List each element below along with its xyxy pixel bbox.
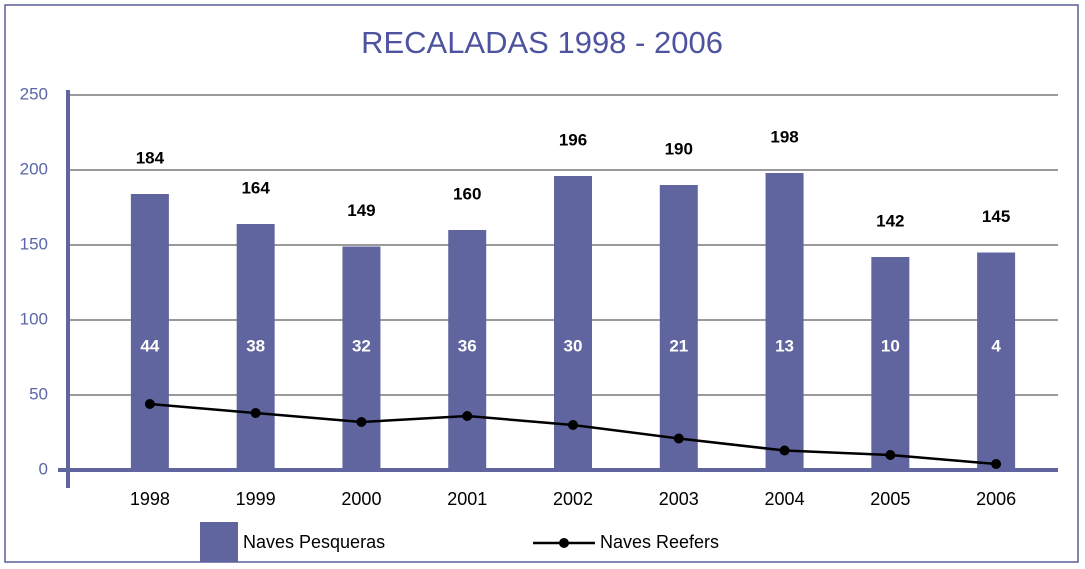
line-point: [885, 450, 896, 460]
line-point: [144, 399, 155, 409]
line-value-label: 30: [564, 336, 583, 355]
bar: [448, 230, 487, 470]
line-value-label: 21: [669, 336, 688, 355]
x-tick-label: 2006: [976, 489, 1016, 509]
y-tick-label: 0: [39, 459, 48, 478]
bar: [765, 173, 804, 470]
line-value-label: 44: [140, 336, 159, 355]
y-tick-label: 100: [20, 309, 48, 328]
legend-marker: [559, 538, 569, 548]
x-tick-label: 1999: [236, 489, 276, 509]
line-value-label: 32: [352, 336, 371, 355]
x-tick-label: 2002: [553, 489, 593, 509]
bar: [977, 252, 1016, 470]
x-tick-label: 2004: [765, 489, 805, 509]
line-point: [568, 420, 578, 430]
bar: [236, 224, 275, 470]
line-point: [250, 408, 261, 418]
bar-value-label: 145: [982, 207, 1010, 226]
y-tick-label: 200: [20, 159, 48, 178]
bar-value-label: 198: [770, 127, 798, 146]
line-point: [673, 433, 684, 444]
bar: [130, 194, 169, 470]
bar-value-label: 196: [559, 130, 587, 149]
y-tick-label: 150: [20, 234, 48, 253]
x-tick-label: 2005: [870, 489, 910, 509]
legend-label: Naves Pesqueras: [243, 532, 385, 552]
x-tick-label: 2000: [341, 489, 381, 509]
bar-value-label: 142: [876, 211, 904, 230]
line-value-label: 36: [458, 336, 477, 355]
x-tick-label: 2003: [659, 489, 699, 509]
line-value-label: 10: [881, 336, 900, 355]
bar: [871, 257, 910, 470]
legend-label: Naves Reefers: [600, 532, 719, 552]
legend-swatch: [200, 522, 238, 562]
bar: [342, 246, 381, 470]
line-value-label: 4: [991, 336, 1001, 355]
line-value-label: 38: [246, 336, 265, 355]
line-point: [356, 417, 367, 427]
line-value-label: 13: [775, 336, 794, 355]
line-point: [779, 445, 790, 456]
bar-value-label: 160: [453, 184, 481, 203]
x-tick-label: 1998: [130, 489, 170, 509]
y-tick-label: 250: [20, 84, 48, 103]
line-point: [991, 459, 1002, 469]
bar-value-label: 190: [665, 139, 693, 158]
x-tick-label: 2001: [447, 489, 487, 509]
bar-value-label: 184: [136, 148, 165, 167]
line-point: [462, 411, 473, 421]
bar: [659, 185, 698, 470]
chart-border: [4, 4, 1079, 563]
chart-title: RECALADAS 1998 - 2006: [361, 25, 723, 60]
bar-value-label: 149: [347, 201, 375, 220]
bar-value-label: 164: [241, 178, 270, 197]
y-tick-label: 50: [29, 384, 48, 403]
